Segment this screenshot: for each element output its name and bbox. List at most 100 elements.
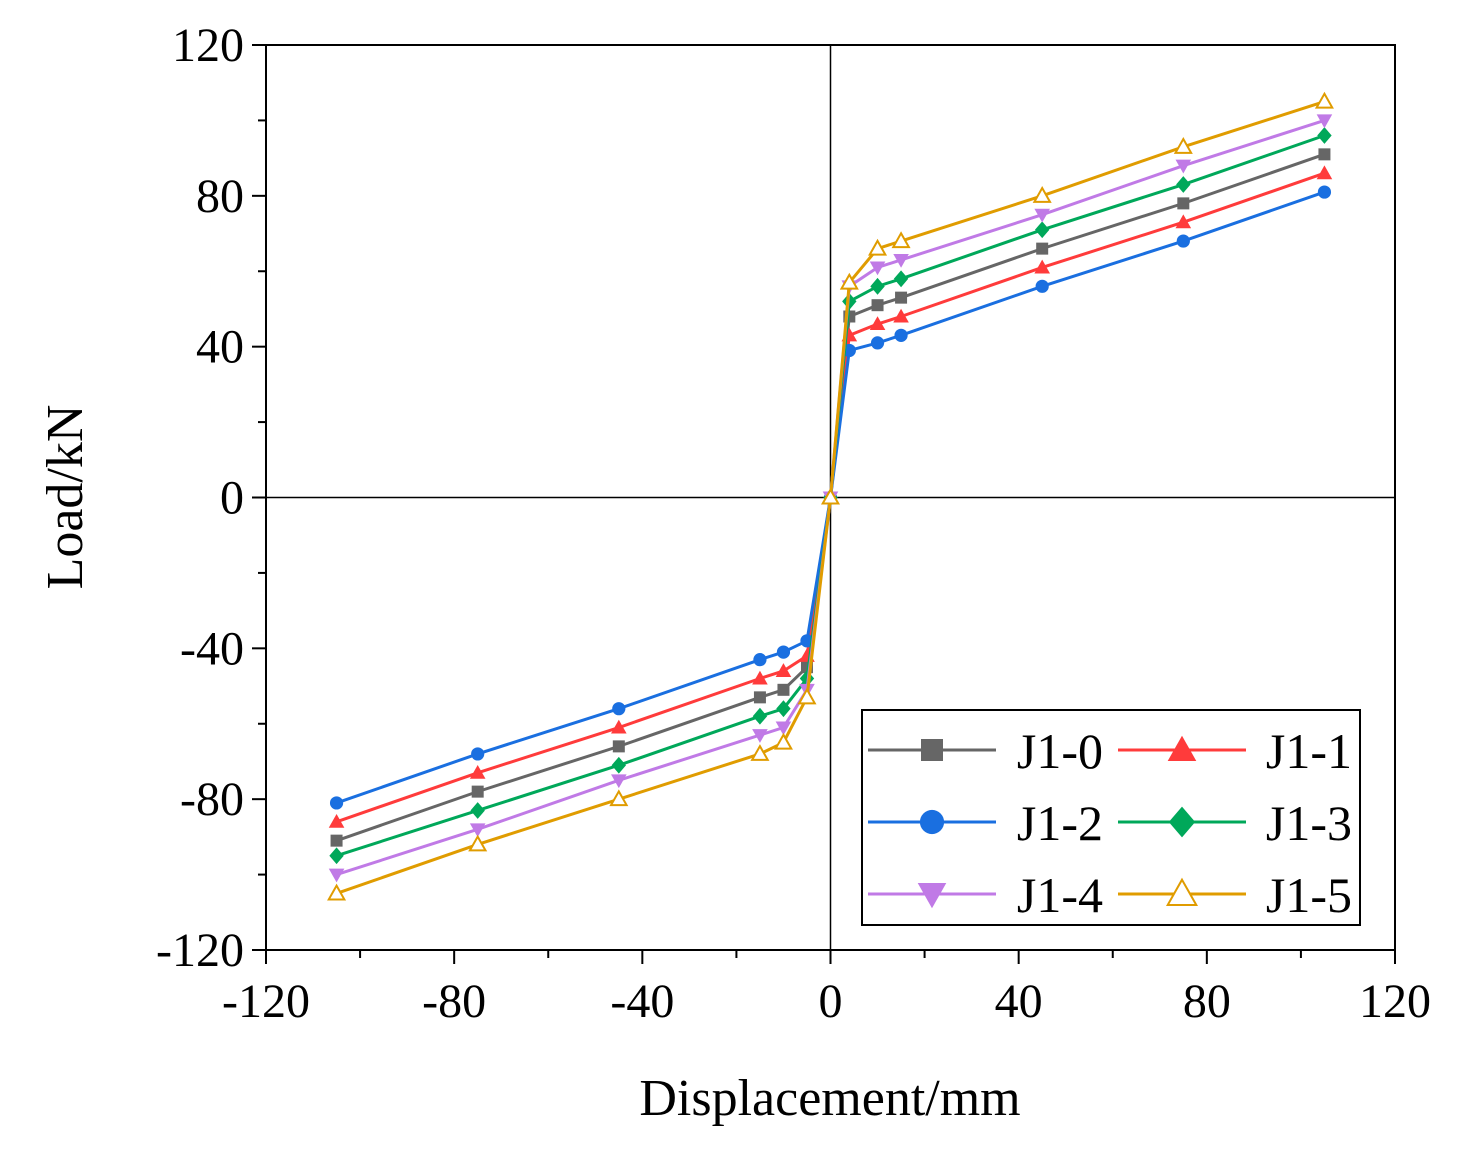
data-point bbox=[1032, 186, 1052, 203]
legend: J1-0 J1-1 J1-2 J1-3 J1-4 J1-5 bbox=[861, 709, 1361, 926]
legend-label: J1-4 bbox=[1017, 867, 1103, 923]
data-point bbox=[1175, 214, 1192, 229]
legend-marker bbox=[1165, 877, 1199, 906]
legend-box bbox=[861, 709, 1361, 926]
data-point bbox=[839, 272, 859, 290]
data-point bbox=[611, 719, 627, 734]
data-point bbox=[752, 670, 768, 685]
x-tick-label: -80 bbox=[422, 975, 486, 1028]
data-point bbox=[868, 238, 888, 256]
legend-marker bbox=[917, 883, 947, 909]
data-point bbox=[1173, 136, 1193, 154]
y-tick-label: -40 bbox=[180, 622, 244, 675]
legend-marker bbox=[1167, 735, 1197, 761]
data-point bbox=[328, 868, 345, 883]
data-point bbox=[894, 328, 908, 342]
y-tick-label: 120 bbox=[172, 19, 244, 72]
series-J1-5 bbox=[327, 91, 1334, 901]
data-point bbox=[1176, 234, 1190, 248]
data-point bbox=[612, 740, 625, 753]
data-point bbox=[870, 336, 885, 350]
data-point bbox=[1317, 127, 1332, 144]
data-point bbox=[469, 764, 486, 779]
data-point bbox=[752, 729, 768, 743]
data-point bbox=[776, 645, 791, 659]
data-point bbox=[775, 721, 792, 736]
data-point bbox=[470, 802, 485, 819]
data-point bbox=[753, 653, 767, 667]
data-point bbox=[1317, 185, 1332, 199]
data-point bbox=[1316, 165, 1333, 180]
data-point bbox=[469, 823, 486, 838]
legend-marker bbox=[921, 739, 943, 761]
data-point bbox=[611, 756, 627, 774]
legend-entry-J1-4: J1-4 bbox=[868, 867, 1103, 923]
data-point bbox=[327, 883, 347, 901]
legend-marker bbox=[919, 809, 945, 835]
data-point bbox=[797, 687, 817, 705]
data-point bbox=[329, 796, 344, 810]
data-point bbox=[893, 308, 909, 323]
data-point bbox=[1316, 114, 1333, 129]
data-point bbox=[773, 732, 793, 750]
data-point bbox=[1034, 208, 1050, 223]
data-point bbox=[753, 691, 766, 704]
data-point bbox=[1034, 221, 1050, 239]
data-point bbox=[330, 834, 343, 847]
x-tick-label: 40 bbox=[995, 975, 1043, 1028]
data-point bbox=[329, 847, 344, 865]
axis-ticks: -120 -80 -40 0 40 80 120 120 80 40 0 -40 -80 -120 bbox=[156, 19, 1431, 1028]
data-point bbox=[1314, 91, 1334, 109]
data-point bbox=[776, 700, 791, 718]
data-point bbox=[328, 813, 345, 828]
data-point bbox=[820, 487, 841, 505]
data-point bbox=[775, 663, 792, 677]
y-tick-label: 0 bbox=[220, 472, 244, 525]
data-point bbox=[1318, 148, 1331, 161]
data-point bbox=[891, 231, 911, 249]
legend-entry-J1-3: J1-3 bbox=[1118, 795, 1352, 851]
y-tick-label: 40 bbox=[196, 321, 244, 374]
legend-marker bbox=[1168, 806, 1196, 838]
legend-entry-J1-1: J1-1 bbox=[1118, 723, 1352, 779]
y-axis-label: Load/kN bbox=[37, 405, 94, 590]
data-point bbox=[777, 683, 790, 696]
legend-label: J1-3 bbox=[1266, 795, 1352, 851]
data-point bbox=[893, 270, 909, 288]
x-tick-label: -40 bbox=[610, 975, 674, 1028]
data-point bbox=[1176, 176, 1191, 193]
y-tick-label: -120 bbox=[156, 924, 244, 977]
data-point bbox=[893, 253, 909, 268]
data-point bbox=[612, 702, 626, 716]
data-point bbox=[895, 291, 908, 304]
data-point bbox=[1034, 259, 1050, 274]
data-point bbox=[870, 277, 885, 295]
legend-entry-J1-2: J1-2 bbox=[868, 795, 1103, 851]
legend-entry-J1-0: J1-0 bbox=[868, 723, 1103, 779]
legend-label: J1-0 bbox=[1017, 723, 1103, 779]
x-axis-label: Displacement/mm bbox=[639, 1070, 1020, 1127]
data-point bbox=[1036, 242, 1049, 255]
data-point bbox=[468, 834, 488, 852]
x-tick-label: -120 bbox=[222, 975, 310, 1028]
data-point bbox=[1177, 197, 1190, 210]
data-point bbox=[869, 261, 886, 276]
x-tick-label: 0 bbox=[819, 975, 843, 1028]
data-point bbox=[752, 707, 768, 725]
y-tick-label: -80 bbox=[180, 773, 244, 826]
data-point bbox=[871, 299, 884, 312]
data-point bbox=[750, 744, 770, 761]
legend-label: J1-1 bbox=[1266, 723, 1352, 779]
x-tick-label: 80 bbox=[1183, 975, 1231, 1028]
legend-entry-J1-5: J1-5 bbox=[1118, 867, 1352, 923]
x-tick-label: 120 bbox=[1359, 975, 1431, 1028]
legend-label: J1-5 bbox=[1266, 867, 1352, 923]
data-point bbox=[1035, 279, 1049, 293]
legend-label: J1-2 bbox=[1017, 795, 1103, 851]
data-point bbox=[609, 789, 629, 807]
series-layer bbox=[327, 91, 1334, 901]
y-tick-label: 80 bbox=[196, 170, 244, 223]
data-point bbox=[471, 747, 485, 761]
data-point bbox=[869, 316, 886, 331]
